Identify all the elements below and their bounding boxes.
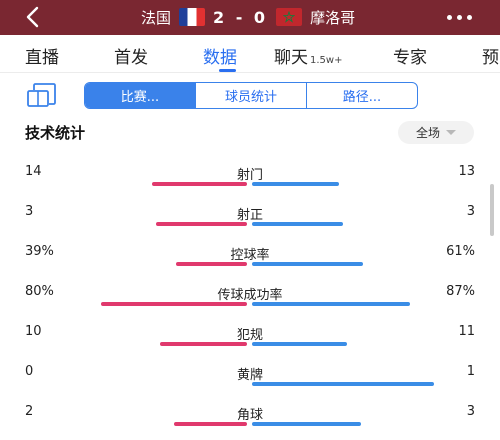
- stat-away-bar: [252, 262, 363, 266]
- segment-player-stats[interactable]: 球员统计: [195, 83, 306, 108]
- stat-away-value: 1: [466, 364, 475, 379]
- stat-away-bar: [252, 182, 339, 186]
- stat-home-value: 80%: [25, 284, 54, 299]
- stat-label: 黄牌: [236, 368, 263, 383]
- stat-away-value: 13: [458, 164, 475, 179]
- tab-predict[interactable]: 预: [482, 48, 499, 68]
- more-icon[interactable]: [447, 15, 472, 20]
- active-tab-indicator: [219, 69, 236, 72]
- stat-home-bar: [152, 182, 247, 186]
- stat-row: 39% 控球率 61%: [0, 240, 500, 280]
- stat-row: 0 黄牌 1: [0, 360, 500, 400]
- flag-france-icon: [179, 8, 206, 26]
- stat-label: 传球成功率: [217, 288, 283, 303]
- flag-morocco-icon: [276, 8, 303, 26]
- scope-dropdown[interactable]: 全场: [398, 121, 474, 144]
- tab-live[interactable]: 直播: [25, 48, 59, 68]
- scrollbar[interactable]: [490, 184, 494, 236]
- stat-label: 射正: [236, 208, 263, 223]
- stat-home-value: 14: [25, 164, 42, 179]
- stat-away-value: 87%: [446, 284, 475, 299]
- stat-label: 角球: [236, 408, 263, 423]
- stat-row: 2 角球 3: [0, 400, 500, 440]
- match-header: 法国 2 - 0 摩洛哥: [0, 0, 500, 35]
- stat-home-bar: [176, 262, 247, 266]
- stat-home-value: 0: [25, 364, 34, 379]
- stat-away-value: 3: [466, 404, 475, 419]
- tab-lineup[interactable]: 首发: [114, 48, 148, 68]
- stat-home-bar: [160, 342, 247, 346]
- stat-label: 犯规: [236, 328, 263, 343]
- stat-away-value: 3: [466, 204, 475, 219]
- away-team-name: 摩洛哥: [310, 8, 356, 27]
- segment-match-stats[interactable]: 比赛...: [85, 83, 195, 108]
- stat-away-bar: [252, 342, 347, 346]
- match-score: 2 - 0: [213, 7, 269, 27]
- match-summary: 法国 2 - 0 摩洛哥: [141, 7, 355, 27]
- segment-path[interactable]: 路径...: [306, 83, 417, 108]
- stat-row: 3 射正 3: [0, 200, 500, 240]
- chat-count-badge: 1.5w+: [310, 55, 343, 66]
- stat-away-bar: [252, 382, 434, 386]
- stats-list: 14 射门 13 3 射正 3 39% 控球率 61% 80% 传球成功率 87% 10 犯规 11 0 黄牌 1…: [0, 160, 500, 440]
- stats-segment-control: 比赛... 球员统计 路径...: [84, 82, 418, 109]
- section-title: 技术统计: [25, 124, 86, 142]
- scope-value: 全场: [415, 126, 440, 140]
- stat-row: 80% 传球成功率 87%: [0, 280, 500, 320]
- stat-home-value: 10: [25, 324, 42, 339]
- stat-away-bar: [252, 222, 343, 226]
- stat-away-bar: [252, 422, 361, 426]
- back-icon[interactable]: [22, 5, 46, 29]
- stat-home-value: 3: [25, 204, 34, 219]
- stat-home-bar: [156, 222, 247, 226]
- tab-bar: 直播 首发 数据 聊天 1.5w+ 专家 预: [0, 35, 500, 73]
- tab-expert[interactable]: 专家: [393, 48, 427, 68]
- layout-toggle-icon[interactable]: [25, 82, 61, 112]
- stat-away-value: 11: [458, 324, 475, 339]
- stat-home-value: 2: [25, 404, 34, 419]
- tab-chat[interactable]: 聊天 1.5w+: [274, 48, 343, 68]
- stat-home-value: 39%: [25, 244, 54, 259]
- stat-label: 控球率: [230, 248, 270, 263]
- stat-label: 射门: [236, 168, 263, 183]
- stat-away-bar: [252, 302, 410, 306]
- stat-home-bar: [101, 302, 247, 306]
- stat-row: 14 射门 13: [0, 160, 500, 200]
- stat-home-bar: [174, 422, 247, 426]
- stat-away-value: 61%: [446, 244, 475, 259]
- chevron-down-icon: [446, 130, 456, 135]
- home-team-name: 法国: [141, 8, 172, 27]
- stat-row: 10 犯规 11: [0, 320, 500, 360]
- tab-data[interactable]: 数据: [203, 48, 237, 68]
